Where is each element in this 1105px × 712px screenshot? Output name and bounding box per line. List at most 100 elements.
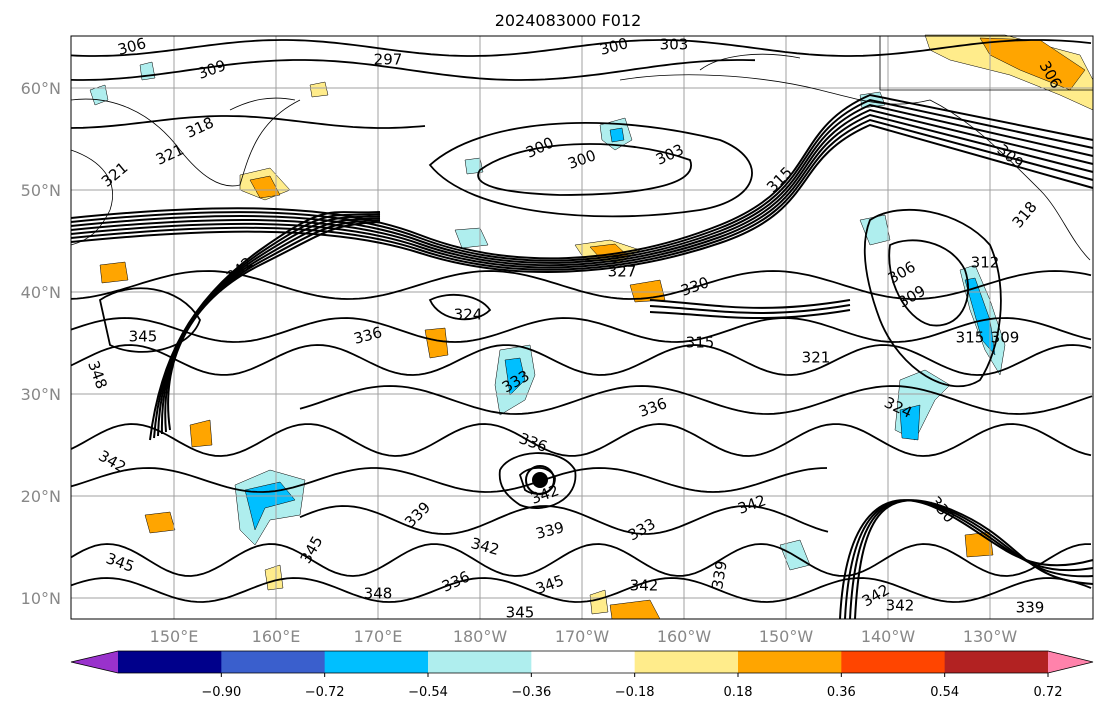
contour-line — [70, 113, 1094, 269]
contour-line — [839, 499, 1094, 620]
contour-label: 297 — [374, 51, 403, 69]
contour-label: 327 — [608, 263, 637, 281]
colorbar-segment — [118, 651, 222, 673]
lat-tick-label: 40°N — [21, 283, 61, 302]
contour-line — [649, 309, 851, 320]
contour-label: 342 — [886, 597, 915, 615]
colorbar-tick-label: −0.18 — [615, 685, 655, 700]
shaded-patch — [589, 589, 609, 615]
coastline — [70, 98, 301, 187]
contour-label: 345 — [129, 328, 158, 346]
contour-line — [160, 217, 381, 435]
contour-line — [153, 213, 381, 439]
contour-line — [888, 239, 969, 327]
lon-tick-label: 140°W — [861, 627, 916, 646]
contour-line — [70, 123, 1094, 273]
lat-tick-label: 10°N — [21, 589, 61, 608]
lat-tick-label: 30°N — [21, 385, 61, 404]
contour-label: 342 — [630, 577, 659, 595]
lat-tick-label: 60°N — [21, 79, 61, 98]
shaded-patch — [504, 357, 526, 396]
contour-label: 339 — [1016, 599, 1045, 617]
longitude-tick-labels: 150°E 160°E 170°E 180°W 170°W 160°W 150°W 140°W… — [150, 627, 1018, 646]
contour-label: 315 — [686, 334, 715, 352]
colorbar-tick-label: 0.36 — [827, 685, 856, 700]
contour-label: 348 — [364, 585, 393, 603]
colorbar-segment — [324, 651, 429, 673]
lon-tick-label: 170°E — [354, 627, 403, 646]
colorbar-tick-label: −0.36 — [511, 685, 551, 700]
contour-line — [70, 270, 1092, 300]
shaded-patch — [89, 84, 109, 106]
contour-line — [70, 423, 1092, 457]
contour-lines-layer — [70, 39, 1094, 620]
contour-line — [863, 208, 1002, 388]
contour-line — [649, 304, 851, 314]
contour-line — [299, 385, 1093, 415]
cyclone-center — [532, 472, 548, 488]
contour-line — [70, 577, 1092, 603]
map-frame — [70, 35, 1094, 620]
coastline — [879, 36, 1093, 91]
lon-tick-label: 160°E — [252, 627, 301, 646]
coastline — [229, 97, 296, 111]
lat-tick-label: 20°N — [21, 487, 61, 506]
colorbar-tick-label: 0.18 — [724, 685, 753, 700]
contour-label: 321 — [802, 349, 831, 367]
lon-tick-label: 170°W — [555, 627, 610, 646]
colorbar-tick-label: −0.54 — [408, 685, 448, 700]
contour-line — [849, 499, 1094, 620]
contour-label: 339 — [708, 559, 731, 590]
contour-line — [70, 93, 1094, 260]
shaded-patch — [144, 511, 176, 534]
shaded-patch — [249, 175, 281, 199]
colorbar-segment — [841, 651, 946, 673]
contour-label: 303 — [660, 36, 689, 54]
contour-label: 345 — [506, 604, 535, 622]
colorbar-tick-label: −0.90 — [201, 685, 241, 700]
contour-line — [70, 103, 1094, 264]
contour-line — [157, 215, 381, 437]
contour-label: 312 — [971, 254, 1000, 272]
coastline — [619, 74, 1091, 261]
contour-line — [70, 467, 828, 493]
contour-line — [477, 143, 692, 196]
shaded-patch — [309, 81, 329, 98]
lon-tick-label: 130°W — [963, 627, 1018, 646]
contour-line — [98, 287, 201, 353]
colorbar-segment — [221, 651, 326, 673]
contour-line — [70, 317, 1092, 343]
contour-line — [70, 118, 1094, 271]
colorbar-extend-high — [1048, 651, 1093, 673]
colorbar-segment — [428, 651, 532, 673]
contour-line — [70, 98, 1094, 262]
contour-line — [167, 221, 381, 431]
shaded-patch — [964, 277, 996, 356]
colorbar-tick-label: 0.72 — [1034, 685, 1063, 700]
shaded-patch — [139, 61, 156, 81]
contour-line — [70, 59, 756, 81]
shaded-patch — [424, 327, 449, 359]
colorbar: −0.90 −0.72 −0.54 −0.36 −0.18 0.18 0.36 0.54 0.7… — [70, 650, 1094, 700]
contour-label: 315 — [956, 329, 985, 347]
coastline-layer — [70, 36, 1093, 261]
colorbar-segment — [531, 651, 636, 673]
contour-label: 309 — [991, 329, 1020, 347]
map-title: 2024083000 F012 — [495, 11, 642, 30]
shaded-patch — [189, 419, 213, 448]
colorbar-tick-label: 0.54 — [930, 685, 959, 700]
coastline — [70, 149, 113, 246]
shaded-patch — [464, 157, 484, 175]
contour-label: 324 — [454, 306, 483, 324]
contour-line — [428, 121, 753, 218]
lon-tick-label: 150°W — [759, 627, 814, 646]
contour-line — [70, 115, 426, 129]
contour-line — [70, 39, 1092, 57]
contour-line — [70, 108, 1094, 267]
contour-line — [498, 452, 577, 509]
colorbar-extend-low — [71, 651, 118, 673]
contour-line — [299, 505, 829, 535]
contour-line — [854, 499, 1094, 620]
contour-line — [70, 543, 1091, 577]
